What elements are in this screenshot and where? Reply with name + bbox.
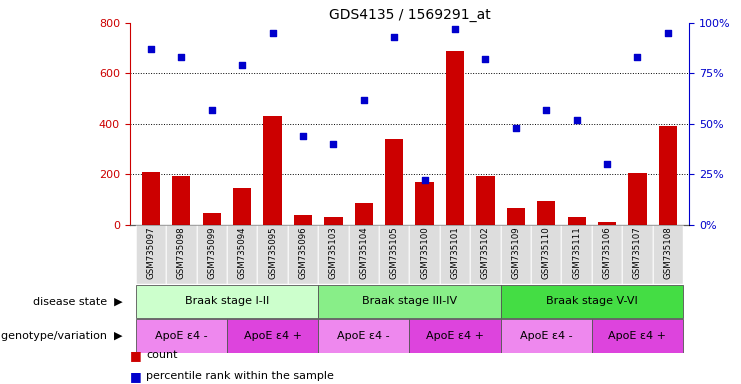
Bar bbox=[288, 225, 318, 284]
Bar bbox=[355, 203, 373, 225]
Bar bbox=[196, 225, 227, 284]
Text: GSM735105: GSM735105 bbox=[390, 227, 399, 279]
Bar bbox=[659, 126, 677, 225]
Point bbox=[631, 54, 643, 60]
Point bbox=[601, 161, 613, 167]
Text: Braak stage III-IV: Braak stage III-IV bbox=[362, 296, 457, 306]
Bar bbox=[562, 225, 592, 284]
Bar bbox=[409, 319, 501, 353]
Bar bbox=[501, 285, 683, 318]
Bar bbox=[166, 225, 196, 284]
Text: ■: ■ bbox=[130, 349, 142, 362]
Bar bbox=[227, 319, 318, 353]
Text: percentile rank within the sample: percentile rank within the sample bbox=[146, 371, 334, 381]
Text: ApoE ε4 +: ApoE ε4 + bbox=[244, 331, 302, 341]
Text: GSM735095: GSM735095 bbox=[268, 227, 277, 279]
Point bbox=[236, 62, 248, 68]
Point bbox=[419, 177, 431, 184]
Bar bbox=[202, 213, 221, 225]
Bar bbox=[294, 215, 312, 225]
Point bbox=[358, 97, 370, 103]
Text: GSM735107: GSM735107 bbox=[633, 227, 642, 279]
Bar bbox=[233, 188, 251, 225]
Text: disease state  ▶: disease state ▶ bbox=[33, 296, 122, 306]
Text: GSM735109: GSM735109 bbox=[511, 227, 520, 279]
Bar bbox=[325, 217, 342, 225]
Title: GDS4135 / 1569291_at: GDS4135 / 1569291_at bbox=[328, 8, 491, 22]
Bar bbox=[142, 172, 160, 225]
Point bbox=[388, 34, 400, 40]
Bar bbox=[531, 225, 562, 284]
Bar bbox=[136, 225, 166, 284]
Text: GSM735110: GSM735110 bbox=[542, 227, 551, 279]
Bar bbox=[653, 225, 683, 284]
Bar bbox=[628, 173, 647, 225]
Text: GSM735100: GSM735100 bbox=[420, 227, 429, 279]
Bar bbox=[348, 225, 379, 284]
Text: GSM735099: GSM735099 bbox=[207, 227, 216, 279]
Bar bbox=[385, 139, 403, 225]
Bar bbox=[568, 217, 585, 225]
Bar bbox=[379, 225, 410, 284]
Bar bbox=[592, 225, 622, 284]
Bar bbox=[501, 225, 531, 284]
Text: ApoE ε4 -: ApoE ε4 - bbox=[155, 331, 207, 341]
Bar bbox=[622, 225, 653, 284]
Text: ApoE ε4 -: ApoE ε4 - bbox=[520, 331, 573, 341]
Bar bbox=[416, 182, 433, 225]
Bar bbox=[592, 319, 683, 353]
Bar bbox=[318, 285, 501, 318]
Point bbox=[328, 141, 339, 147]
Bar bbox=[471, 225, 501, 284]
Text: ApoE ε4 +: ApoE ε4 + bbox=[426, 331, 484, 341]
Text: GSM735103: GSM735103 bbox=[329, 227, 338, 279]
Text: GSM735098: GSM735098 bbox=[177, 227, 186, 279]
Text: GSM735106: GSM735106 bbox=[602, 227, 611, 279]
Bar bbox=[257, 225, 288, 284]
Bar bbox=[537, 201, 555, 225]
Text: ApoE ε4 -: ApoE ε4 - bbox=[337, 331, 390, 341]
Bar bbox=[264, 116, 282, 225]
Bar bbox=[136, 285, 318, 318]
Text: genotype/variation  ▶: genotype/variation ▶ bbox=[1, 331, 122, 341]
Bar bbox=[476, 175, 494, 225]
Point bbox=[510, 125, 522, 131]
Text: ApoE ε4 +: ApoE ε4 + bbox=[608, 331, 666, 341]
Text: GSM735104: GSM735104 bbox=[359, 227, 368, 279]
Bar bbox=[598, 222, 617, 225]
Point bbox=[479, 56, 491, 63]
Point bbox=[449, 26, 461, 32]
Text: GSM735096: GSM735096 bbox=[299, 227, 308, 279]
Text: GSM735097: GSM735097 bbox=[147, 227, 156, 279]
Point bbox=[206, 107, 218, 113]
Bar bbox=[136, 319, 227, 353]
Text: GSM735094: GSM735094 bbox=[238, 227, 247, 279]
Point bbox=[297, 133, 309, 139]
Text: Braak stage V-VI: Braak stage V-VI bbox=[546, 296, 638, 306]
Text: GSM735102: GSM735102 bbox=[481, 227, 490, 279]
Bar bbox=[172, 175, 190, 225]
Bar bbox=[227, 225, 257, 284]
Point bbox=[571, 117, 582, 123]
Bar bbox=[501, 319, 592, 353]
Point bbox=[662, 30, 674, 36]
Bar bbox=[318, 319, 410, 353]
Point bbox=[540, 107, 552, 113]
Text: GSM735101: GSM735101 bbox=[451, 227, 459, 279]
Text: Braak stage I-II: Braak stage I-II bbox=[185, 296, 269, 306]
Bar bbox=[409, 225, 440, 284]
Point bbox=[267, 30, 279, 36]
Point bbox=[145, 46, 157, 52]
Text: ■: ■ bbox=[130, 370, 142, 383]
Text: count: count bbox=[146, 350, 178, 360]
Bar bbox=[440, 225, 471, 284]
Bar bbox=[507, 208, 525, 225]
Bar bbox=[318, 225, 348, 284]
Text: GSM735111: GSM735111 bbox=[572, 227, 581, 279]
Text: GSM735108: GSM735108 bbox=[663, 227, 672, 279]
Bar bbox=[446, 51, 464, 225]
Point bbox=[176, 54, 187, 60]
